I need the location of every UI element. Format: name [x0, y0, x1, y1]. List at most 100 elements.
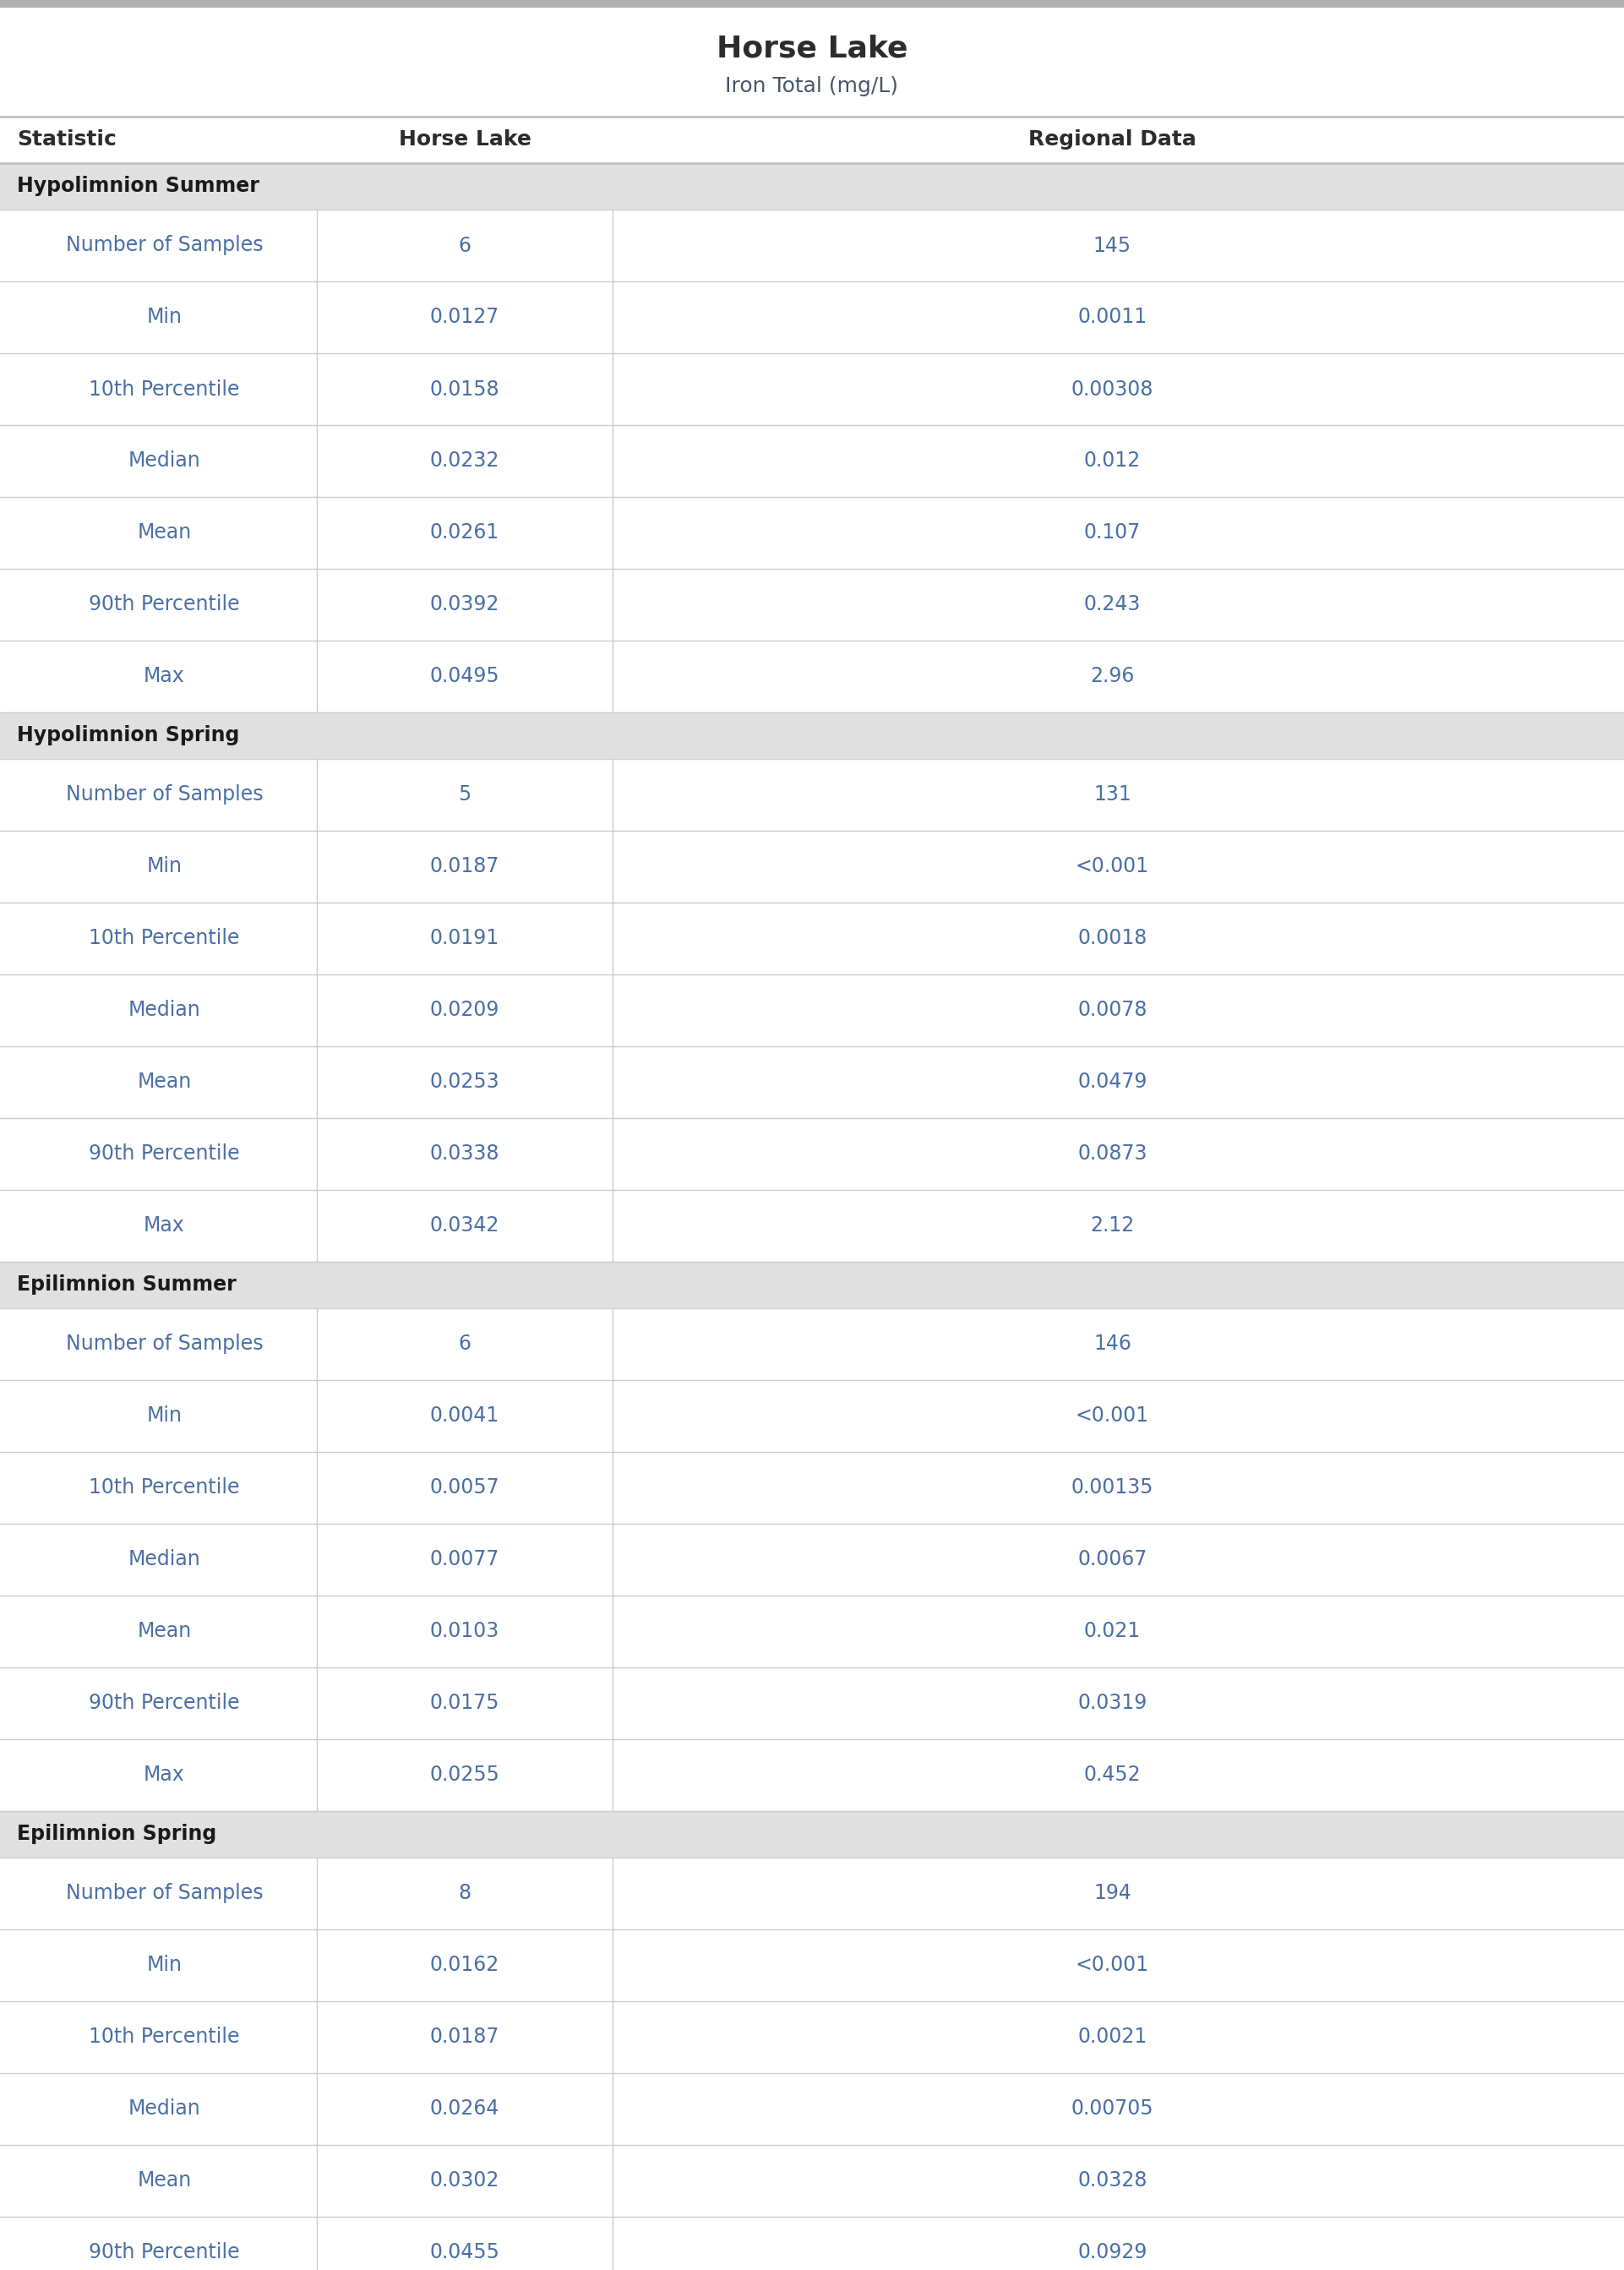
Bar — [0, 570, 1624, 640]
Text: 146: 146 — [1093, 1335, 1132, 1355]
Text: 0.0041: 0.0041 — [430, 1405, 500, 1426]
Text: Statistic: Statistic — [16, 129, 117, 150]
Text: 5: 5 — [458, 785, 471, 806]
Bar — [0, 640, 1624, 713]
Bar — [0, 163, 1624, 209]
Text: 0.0067: 0.0067 — [1078, 1550, 1147, 1571]
Bar — [0, 903, 1624, 974]
Text: 0.0162: 0.0162 — [430, 1954, 500, 1975]
Bar — [0, 354, 1624, 424]
Text: Median: Median — [128, 1550, 201, 1571]
Text: Max: Max — [145, 667, 185, 686]
Bar — [0, 1668, 1624, 1739]
Bar — [0, 1262, 1624, 1308]
Text: Number of Samples: Number of Samples — [65, 236, 263, 257]
Text: 0.0232: 0.0232 — [430, 452, 500, 472]
Text: 0.0338: 0.0338 — [430, 1144, 500, 1165]
Bar — [0, 1119, 1624, 1189]
Text: 0.00135: 0.00135 — [1072, 1478, 1153, 1498]
Text: Mean: Mean — [136, 522, 192, 543]
Bar — [0, 758, 1624, 831]
Text: Horse Lake: Horse Lake — [716, 34, 908, 64]
Text: Min: Min — [146, 1954, 182, 1975]
Text: 0.0495: 0.0495 — [430, 667, 500, 686]
Text: 0.0255: 0.0255 — [430, 1766, 500, 1784]
Bar — [0, 0, 1624, 7]
Text: Hypolimnion Spring: Hypolimnion Spring — [16, 726, 239, 747]
Text: 6: 6 — [458, 236, 471, 257]
Text: 0.0479: 0.0479 — [1078, 1071, 1147, 1092]
Text: Hypolimnion Summer: Hypolimnion Summer — [16, 177, 260, 197]
Bar — [0, 713, 1624, 758]
Text: 0.0175: 0.0175 — [430, 1693, 500, 1714]
Text: Epilimnion Summer: Epilimnion Summer — [16, 1276, 235, 1296]
Text: 0.0929: 0.0929 — [1078, 2243, 1147, 2263]
Text: Iron Total (mg/L): Iron Total (mg/L) — [726, 75, 898, 95]
Text: Epilimnion Spring: Epilimnion Spring — [16, 1825, 216, 1846]
Bar — [0, 497, 1624, 570]
Text: 0.0158: 0.0158 — [430, 379, 500, 400]
Text: Mean: Mean — [136, 1621, 192, 1641]
Bar — [0, 1046, 1624, 1119]
Text: 0.0209: 0.0209 — [430, 1001, 500, 1022]
Text: 10th Percentile: 10th Percentile — [89, 2027, 240, 2048]
Text: 0.0011: 0.0011 — [1078, 306, 1147, 327]
Text: 90th Percentile: 90th Percentile — [89, 2243, 240, 2263]
Text: 0.0127: 0.0127 — [430, 306, 500, 327]
Text: 0.0873: 0.0873 — [1078, 1144, 1147, 1165]
Text: 90th Percentile: 90th Percentile — [89, 595, 240, 615]
Bar — [0, 1189, 1624, 1262]
Text: 90th Percentile: 90th Percentile — [89, 1144, 240, 1165]
Text: Number of Samples: Number of Samples — [65, 1884, 263, 1905]
Bar — [0, 1523, 1624, 1596]
Text: 0.0328: 0.0328 — [1078, 2170, 1147, 2191]
Text: 2.96: 2.96 — [1090, 667, 1135, 686]
Text: 0.0392: 0.0392 — [430, 595, 500, 615]
Text: 2.12: 2.12 — [1090, 1217, 1135, 1235]
Text: 0.0342: 0.0342 — [430, 1217, 500, 1235]
Text: 10th Percentile: 10th Percentile — [89, 379, 240, 400]
Text: Median: Median — [128, 452, 201, 472]
Text: 0.0264: 0.0264 — [430, 2100, 500, 2120]
Text: 0.0103: 0.0103 — [430, 1621, 500, 1641]
Text: <0.001: <0.001 — [1075, 856, 1150, 876]
Text: 0.00705: 0.00705 — [1072, 2100, 1153, 2120]
Bar — [0, 281, 1624, 354]
Bar — [0, 2145, 1624, 2218]
Text: 0.0021: 0.0021 — [1078, 2027, 1147, 2048]
Text: 0.0077: 0.0077 — [430, 1550, 500, 1571]
Bar — [0, 2218, 1624, 2270]
Bar — [0, 116, 1624, 163]
Bar — [0, 1380, 1624, 1453]
Text: Mean: Mean — [136, 1071, 192, 1092]
Text: 131: 131 — [1093, 785, 1132, 806]
Text: 0.0253: 0.0253 — [430, 1071, 500, 1092]
Text: Min: Min — [146, 306, 182, 327]
Text: 0.012: 0.012 — [1083, 452, 1140, 472]
Bar — [0, 1857, 1624, 1930]
Text: Regional Data: Regional Data — [1028, 129, 1197, 150]
Bar — [0, 831, 1624, 903]
Text: 6: 6 — [458, 1335, 471, 1355]
Text: 10th Percentile: 10th Percentile — [89, 928, 240, 949]
Text: 0.0018: 0.0018 — [1078, 928, 1147, 949]
Text: 8: 8 — [458, 1884, 471, 1905]
Text: 194: 194 — [1093, 1884, 1132, 1905]
Bar — [0, 1308, 1624, 1380]
Bar — [0, 1596, 1624, 1668]
Text: Min: Min — [146, 1405, 182, 1426]
Text: Max: Max — [145, 1766, 185, 1784]
Bar — [0, 424, 1624, 497]
Text: Max: Max — [145, 1217, 185, 1235]
Bar — [0, 2073, 1624, 2145]
Text: Min: Min — [146, 856, 182, 876]
Text: 0.0191: 0.0191 — [430, 928, 500, 949]
Text: <0.001: <0.001 — [1075, 1954, 1150, 1975]
Bar — [0, 2002, 1624, 2073]
Text: Horse Lake: Horse Lake — [398, 129, 531, 150]
Text: 0.00308: 0.00308 — [1072, 379, 1153, 400]
Text: 0.0319: 0.0319 — [1078, 1693, 1147, 1714]
Text: <0.001: <0.001 — [1075, 1405, 1150, 1426]
Bar — [0, 974, 1624, 1046]
Bar — [0, 209, 1624, 281]
